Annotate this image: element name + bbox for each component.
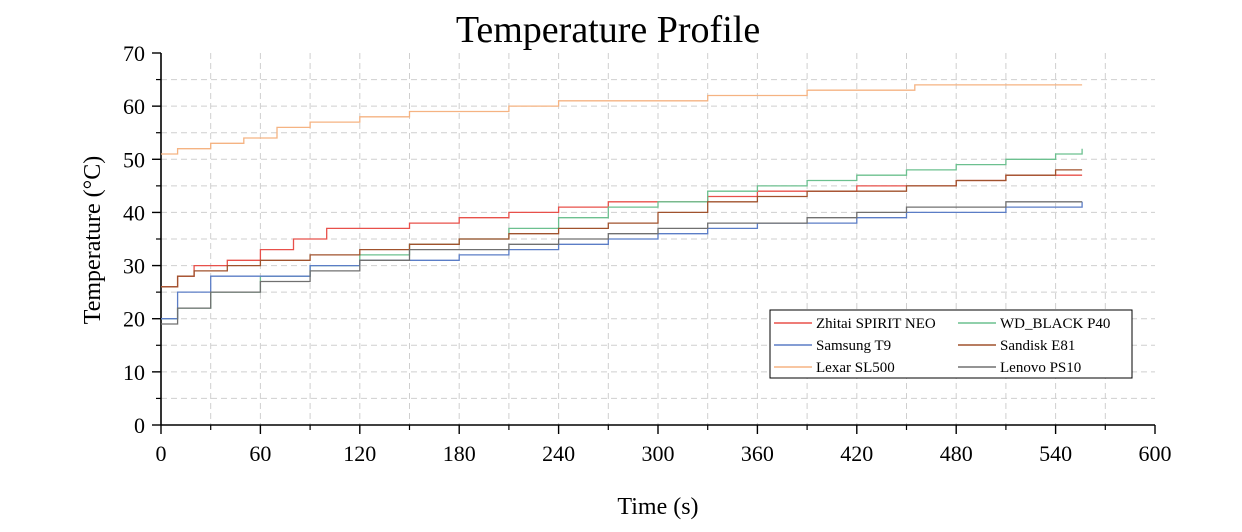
y-tick-label: 0	[134, 413, 145, 438]
series-line-zhitai-spirit-neo	[161, 174, 1083, 288]
x-tick-label: 240	[542, 441, 575, 466]
series-line-lexar-sl500	[161, 84, 1083, 155]
y-tick-label: 60	[123, 94, 145, 119]
x-tick-label: 540	[1039, 441, 1072, 466]
legend-label-sandisk-e81: Sandisk E81	[1000, 338, 1075, 354]
y-axis-label: Temperature (°C)	[80, 156, 106, 325]
legend-label-lenovo-ps10: Lenovo PS10	[1000, 360, 1081, 376]
legend-label-zhitai-spirit-neo: Zhitai SPIRIT NEO	[816, 316, 936, 332]
series-line-lenovo-ps10	[161, 201, 1083, 325]
x-tick-label: 420	[840, 441, 873, 466]
x-tick-label: 600	[1139, 441, 1172, 466]
y-tick-label: 20	[123, 307, 145, 332]
legend-label-lexar-sl500: Lexar SL500	[816, 360, 895, 376]
x-tick-label: 360	[741, 441, 774, 466]
x-tick-label: 480	[940, 441, 973, 466]
y-tick-label: 50	[123, 147, 145, 172]
x-tick-label: 60	[249, 441, 271, 466]
legend: Zhitai SPIRIT NEO WD_BLACK P40 Samsung T9 S…	[769, 309, 1133, 379]
legend-label-samsung-t9: Samsung T9	[816, 338, 891, 354]
x-tick-label: 0	[156, 441, 167, 466]
y-tick-label: 30	[123, 254, 145, 279]
legend-box	[769, 309, 1133, 379]
x-tick-label: 180	[443, 441, 476, 466]
x-tick-label: 120	[343, 441, 376, 466]
axes: 0 60 120 180 240 300 360 420 480 540 600 0 10 20 30 40 5…	[123, 41, 1172, 466]
y-tick-label: 40	[123, 200, 145, 225]
y-tick-label: 10	[123, 360, 145, 385]
x-tick-label: 300	[642, 441, 675, 466]
series-lines	[161, 84, 1083, 325]
series-line-sandisk-e81	[161, 169, 1083, 288]
x-axis-label: Time (s)	[617, 494, 698, 520]
series-line-samsung-t9	[161, 201, 1083, 320]
legend-label-wd-black-p40: WD_BLACK P40	[1000, 316, 1110, 332]
y-tick-label: 70	[123, 41, 145, 66]
chart-title: Temperature Profile	[456, 9, 760, 51]
